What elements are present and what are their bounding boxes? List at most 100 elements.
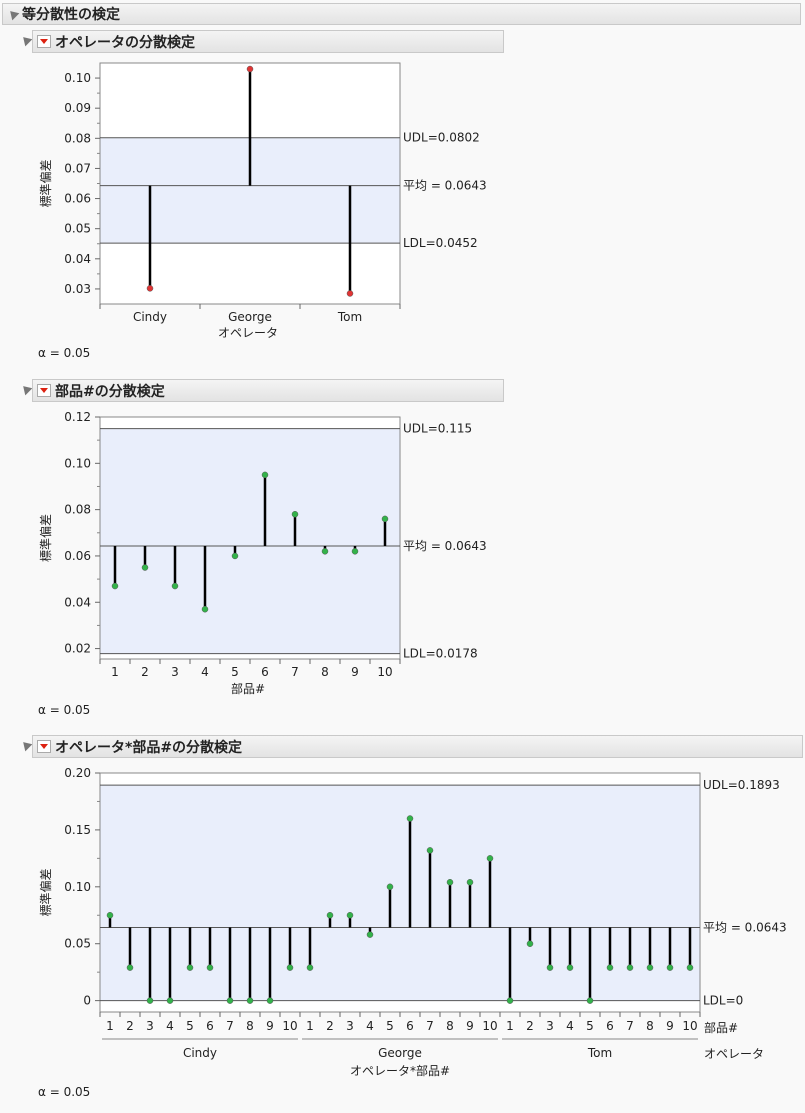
x-tick-label: 6 — [206, 1019, 214, 1033]
data-point — [201, 605, 209, 613]
y-tick-label: 0.06 — [64, 192, 91, 206]
data-point — [171, 582, 179, 590]
red-triangle-menu-icon[interactable] — [37, 35, 51, 48]
x-tick-label: 5 — [231, 665, 239, 679]
data-point — [446, 879, 454, 886]
x-tick-label: 8 — [321, 665, 329, 679]
mean-label: 平均 = 0.0643 — [703, 920, 787, 934]
y-tick-label: 0.04 — [64, 252, 91, 266]
x-tick-label: 9 — [351, 665, 359, 679]
y-tick-label: 0.05 — [64, 222, 91, 236]
x-tick-label: 5 — [186, 1019, 194, 1033]
data-point — [406, 815, 414, 822]
x-tick-label: Tom — [337, 310, 362, 324]
x-tick-label: 7 — [291, 665, 299, 679]
decision-band — [100, 785, 700, 1001]
red-triangle-menu-icon[interactable] — [37, 740, 51, 753]
section-2-header: 部品#の分散検定 — [32, 379, 504, 402]
outer-axis-label: オペレータ — [704, 1047, 764, 1061]
data-point — [346, 290, 354, 297]
x-axis-label: 部品# — [231, 681, 265, 696]
x-tick-label: 3 — [546, 1019, 554, 1033]
x-tick-label: 4 — [366, 1019, 374, 1033]
udl-label: UDL=0.0802 — [403, 131, 480, 145]
data-point — [226, 997, 234, 1004]
data-point — [246, 65, 254, 73]
x-axis-label: オペレータ — [218, 326, 278, 340]
x-tick-label: 4 — [201, 665, 209, 679]
data-point — [246, 997, 254, 1004]
x-tick-label: 10 — [682, 1019, 697, 1033]
data-point — [126, 964, 134, 971]
data-point — [261, 471, 269, 479]
x-tick-label: 7 — [626, 1019, 634, 1033]
section-2-disclosure-icon[interactable] — [19, 382, 33, 396]
x-tick-label: 6 — [606, 1019, 614, 1033]
y-tick-label: 0.09 — [64, 101, 91, 115]
data-point — [141, 564, 149, 571]
group-label: Cindy — [183, 1046, 217, 1060]
data-point — [166, 997, 174, 1004]
data-point — [321, 548, 329, 555]
section-1-header: オペレータの分散検定 — [32, 30, 504, 53]
y-tick-label: 0.04 — [64, 595, 91, 609]
group-label: George — [378, 1046, 422, 1060]
y-axis-label: 標準偏差 — [38, 514, 53, 562]
x-tick-label: 10 — [482, 1019, 497, 1033]
x-tick-label: 7 — [226, 1019, 234, 1033]
section-1-disclosure-icon[interactable] — [19, 33, 33, 47]
y-tick-label: 0.20 — [64, 766, 91, 780]
x-tick-label: 8 — [246, 1019, 254, 1033]
section-3-disclosure-icon[interactable] — [19, 738, 33, 752]
udl-label: UDL=0.115 — [403, 422, 472, 436]
data-point — [111, 582, 119, 590]
y-tick-label: 0.03 — [64, 282, 91, 296]
data-point — [686, 964, 694, 971]
x-tick-label: 1 — [106, 1019, 114, 1033]
chart-part-variance: UDL=0.115 平均 = 0.0643 LDL=0.0178 0.02 0.04 0.… — [38, 410, 487, 696]
report-outline-header[interactable]: 等分散性の検定 — [2, 3, 801, 25]
ldl-label: LDL=0.0452 — [403, 236, 478, 250]
data-point — [106, 912, 114, 919]
y-axis-label: 標準偏差 — [38, 159, 53, 207]
x-tick-label: 4 — [566, 1019, 574, 1033]
group-label: Tom — [587, 1046, 612, 1060]
y-tick-label: 0.10 — [64, 456, 91, 470]
report-title: 等分散性の検定 — [22, 7, 120, 23]
y-tick-label: 0.15 — [64, 823, 91, 837]
data-point — [586, 997, 594, 1004]
y-tick-label: 0 — [83, 994, 91, 1008]
y-tick-label: 0.12 — [64, 410, 91, 424]
ldl-label: LDL=0.0178 — [403, 647, 478, 661]
decision-band — [100, 428, 400, 654]
chart-operator-part-variance: UDL=0.1893 平均 = 0.0643 LDL=0 0 0.05 0.10 0.15 0… — [38, 766, 787, 1078]
data-point — [386, 883, 394, 891]
data-point — [306, 964, 314, 971]
data-point — [346, 912, 354, 919]
red-triangle-menu-icon[interactable] — [37, 384, 51, 397]
data-point — [546, 964, 554, 971]
data-point — [186, 964, 194, 971]
x-tick-label: 1 — [506, 1019, 514, 1033]
x-tick-label: 2 — [141, 665, 149, 679]
x-tick-label: 9 — [266, 1019, 274, 1033]
x-tick-label: 10 — [377, 665, 392, 679]
disclosure-triangle-icon[interactable] — [6, 7, 20, 21]
data-point — [266, 997, 274, 1004]
x-tick-label: 2 — [126, 1019, 134, 1033]
data-point — [291, 511, 299, 518]
y-tick-label: 0.02 — [64, 642, 91, 656]
section-1-alpha: α = 0.05 — [38, 346, 91, 360]
data-point — [366, 931, 374, 938]
section-2-title: 部品#の分散検定 — [55, 383, 165, 400]
data-point — [526, 940, 534, 947]
data-point — [326, 912, 334, 919]
y-tick-label: 0.10 — [64, 71, 91, 85]
x-tick-label: 1 — [111, 665, 119, 679]
x-tick-label: 2 — [326, 1019, 334, 1033]
section-3-header: オペレータ*部品#の分散検定 — [32, 735, 803, 758]
data-point — [381, 515, 389, 523]
chart-operator-variance: UDL=0.0802 平均 = 0.0643 LDL=0.0452 0.03 0.04 0… — [38, 62, 487, 340]
x-tick-label: George — [228, 310, 272, 324]
y-tick-label: 0.05 — [64, 937, 91, 951]
